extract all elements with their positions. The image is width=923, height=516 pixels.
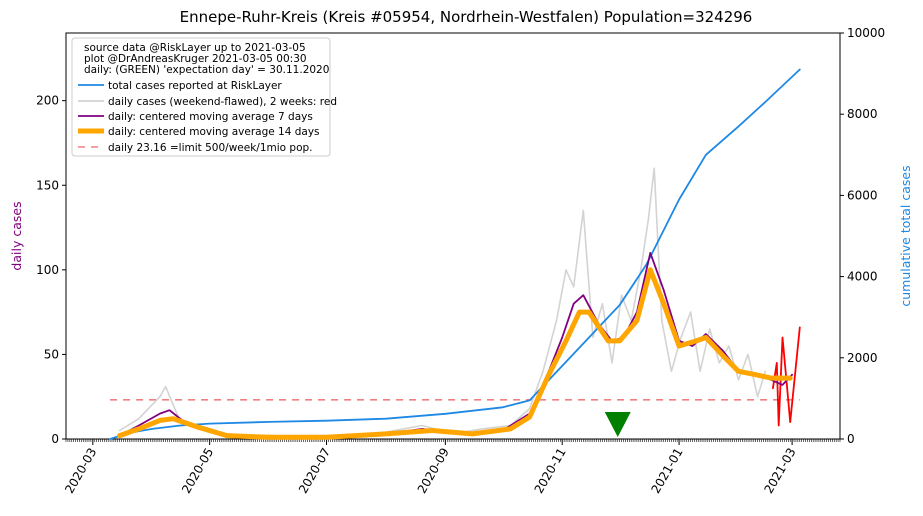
legend-box xyxy=(71,37,331,157)
left-tick-label: 0 xyxy=(51,432,59,446)
legend-header-line: daily: (GREEN) 'expectation day' = 30.11… xyxy=(84,64,329,76)
left-tick-label: 100 xyxy=(36,263,59,277)
legend-header-line: plot @DrAndreasKruger 2021-03-05 00:30 xyxy=(84,53,307,65)
right-axis: 0 2000 4000 6000 8000 10000 xyxy=(840,26,885,446)
right-tick-label: 2000 xyxy=(847,351,878,365)
legend-entry-total: total cases reported at RiskLayer xyxy=(108,80,282,92)
right-tick-label: 0 xyxy=(847,432,855,446)
series-daily-recent xyxy=(772,326,801,427)
legend: source data @RiskLayer up to 2021-03-05 … xyxy=(71,37,337,157)
series-ma14 xyxy=(117,267,793,440)
right-tick-label: 8000 xyxy=(847,107,878,121)
left-tick-label: 150 xyxy=(36,178,59,192)
legend-entry-limit: daily 23.16 =limit 500/week/1mio pop. xyxy=(108,142,313,154)
legend-header-line: source data @RiskLayer up to 2021-03-05 xyxy=(84,42,306,54)
expectation-day-marker xyxy=(604,412,631,437)
series-layer xyxy=(109,68,801,440)
right-tick-label: 4000 xyxy=(847,270,878,284)
right-tick-label: 6000 xyxy=(847,188,878,202)
chart-title: Ennepe-Ruhr-Kreis (Kreis #05954, Nordrhe… xyxy=(180,8,753,26)
right-axis-label: cumulative total cases xyxy=(898,165,913,306)
left-axis-label: daily cases xyxy=(9,201,24,270)
legend-entry-ma14: daily: centered moving average 14 days xyxy=(108,126,320,138)
legend-entry-daily: daily cases (weekend-flawed), 2 weeks: r… xyxy=(108,96,337,108)
left-tick-label: 200 xyxy=(36,94,59,108)
legend-entry-ma7: daily: centered moving average 7 days xyxy=(108,111,313,123)
series-total-cases xyxy=(109,68,801,440)
left-tick-label: 50 xyxy=(44,347,59,361)
left-axis: 0 50 100 150 200 xyxy=(36,94,66,446)
right-tick-label: 10000 xyxy=(847,26,885,40)
